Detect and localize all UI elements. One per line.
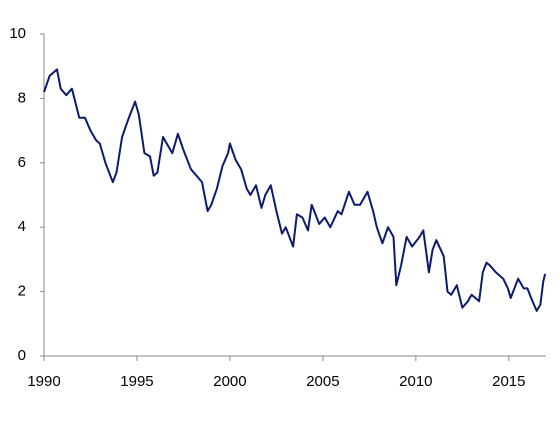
y-tick-label: 4 bbox=[18, 218, 26, 235]
y-tick-label: 10 bbox=[9, 25, 26, 42]
y-tick-label: 6 bbox=[18, 154, 26, 171]
y-tick-label: 8 bbox=[18, 89, 26, 106]
x-tick-label: 2005 bbox=[306, 373, 339, 390]
x-tick-label: 2000 bbox=[213, 373, 246, 390]
x-tick-label: 2015 bbox=[492, 373, 525, 390]
y-tick-label: 2 bbox=[18, 283, 26, 300]
y-tick-label: 0 bbox=[18, 347, 26, 364]
line-series bbox=[43, 68, 547, 312]
x-tick-label: 1995 bbox=[120, 373, 153, 390]
x-tick-label: 1990 bbox=[27, 373, 60, 390]
x-tick-label: 2010 bbox=[399, 373, 432, 390]
